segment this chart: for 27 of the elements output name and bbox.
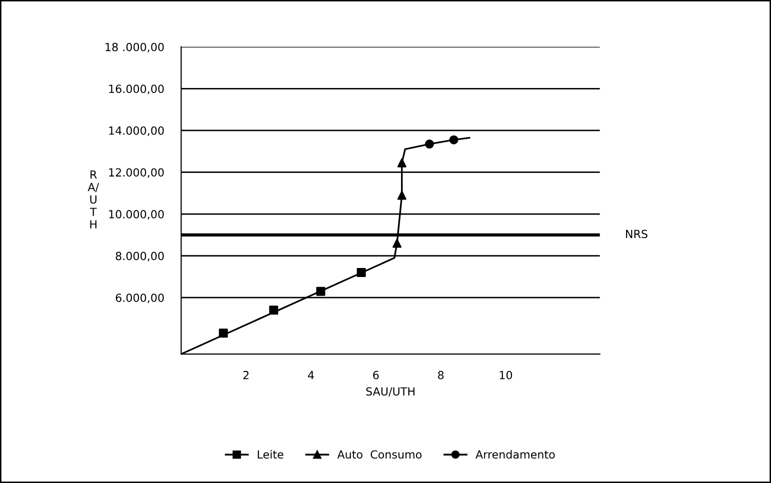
ref-line-label: NRS — [626, 230, 648, 238]
y-tick-label: 16.000,00 — [109, 84, 164, 94]
legend-label: Auto Consumo — [337, 450, 422, 459]
point — [218, 328, 228, 338]
point — [397, 190, 406, 200]
point — [449, 135, 458, 144]
legend-label: Arrendamento — [476, 450, 555, 459]
legend-label: Leite — [258, 450, 284, 459]
x-tick-label: 2 — [243, 370, 249, 380]
x-tick-label: 6 — [373, 370, 379, 380]
y-tick-label: 18 .000,00 — [106, 42, 164, 52]
x-axis-title: SAU/UTH — [366, 387, 414, 396]
point — [356, 268, 366, 278]
x-tick-label: 8 — [438, 370, 444, 380]
y-axis-title: R A/ U T H — [88, 170, 99, 228]
x-tick-label: 4 — [308, 371, 314, 380]
point — [392, 238, 402, 248]
x-tick-label: 10 — [500, 370, 512, 380]
point — [269, 306, 278, 315]
y-tick-label: 8.000,00 — [116, 252, 164, 262]
y-tick-label: 6.000,00 — [116, 294, 164, 304]
point — [316, 286, 326, 296]
y-tick-label: 12.000,00 — [109, 168, 164, 178]
y-tick-label: 14.000,00 — [109, 126, 164, 136]
point — [424, 140, 434, 149]
point — [397, 158, 406, 168]
y-tick-label: 10.000,00 — [109, 210, 164, 220]
